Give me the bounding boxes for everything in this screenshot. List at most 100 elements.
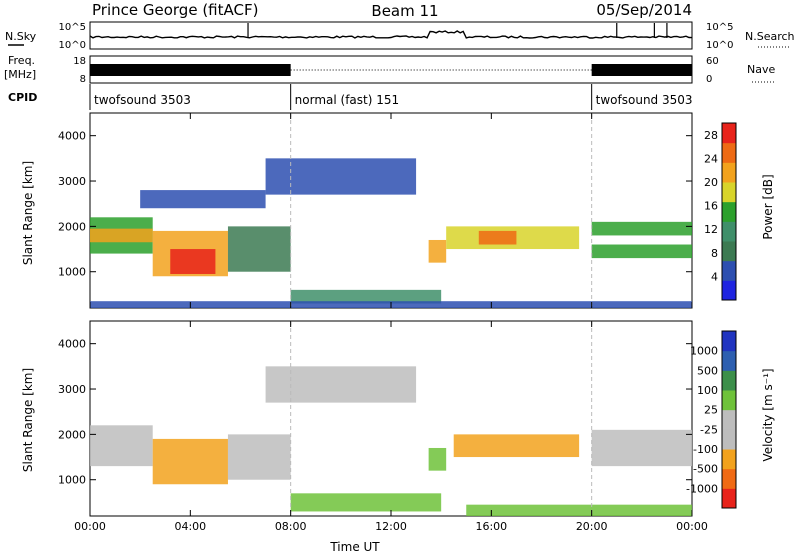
- x-tick-label: 08:00: [275, 520, 307, 533]
- colorbar-segment: [722, 488, 736, 509]
- heatmap-cell: [428, 239, 447, 263]
- colorbar-segment: [722, 182, 736, 203]
- colorbar-segment: [722, 162, 736, 183]
- colorbar-segment: [722, 123, 736, 144]
- colorbar-tick-label: 8: [711, 247, 718, 260]
- colorbar-segment: [722, 201, 736, 222]
- colorbar-segment: [722, 280, 736, 301]
- heatmap-cell: [170, 249, 216, 274]
- heatmap-cell: [227, 434, 291, 480]
- colorbar-segment: [722, 390, 736, 411]
- colorbar-tick-label: -500: [693, 463, 718, 476]
- y-tick-label: 2000: [58, 220, 86, 233]
- y-tick-label: 3000: [58, 175, 86, 188]
- colorbar-tick-label: -25: [700, 423, 718, 436]
- colorbar-frame: [721, 330, 737, 509]
- y-tick-label: 2000: [58, 428, 86, 441]
- heatmap-frame: [89, 320, 693, 517]
- x-tick-label: 20:00: [576, 520, 608, 533]
- y-tick-label: 4000: [58, 130, 86, 143]
- colorbar-segment: [722, 260, 736, 281]
- nsky-spikes: [247, 23, 668, 38]
- heatmap-cell: [290, 289, 442, 304]
- colorbar-tick-label: 20: [704, 176, 718, 189]
- heatmap-frame: [89, 112, 693, 309]
- x-tick-label: 00:00: [676, 520, 708, 533]
- nsearch-tick-bottom: 10^0: [706, 40, 733, 51]
- y-tick-label: 4000: [58, 338, 86, 351]
- colorbar-tick-label: 4: [711, 270, 718, 283]
- velocity-panel: 1000 2000 3000 4000 00:00 04:00 08:00 12:00 16:0…: [58, 320, 737, 533]
- nave-tick-bottom: 0: [706, 74, 712, 85]
- y-tick-label: 1000: [58, 266, 86, 279]
- heatmap-cell: [466, 504, 692, 516]
- freq-tick-top: 18: [73, 56, 86, 67]
- colorbar-tick-label: 12: [704, 223, 718, 236]
- power-colorbar-label: Power [dB]: [761, 174, 775, 239]
- colorbar-segment: [722, 331, 736, 352]
- heatmap-cell: [265, 158, 417, 195]
- colorbar-segment: [722, 370, 736, 391]
- freq-tick-bottom: 8: [80, 74, 86, 85]
- colorbar-tick-label: 25: [704, 404, 718, 417]
- heatmap-cell: [227, 226, 291, 272]
- freq-unit: [MHz]: [4, 68, 36, 81]
- velocity-y-axis-label: Slant Range [km]: [21, 368, 35, 472]
- heatmap-cell: [90, 425, 153, 467]
- colorbar-segment: [722, 142, 736, 163]
- colorbar-segment: [722, 429, 736, 450]
- colorbar-segment: [722, 350, 736, 371]
- freq-block: [90, 64, 291, 76]
- colorbar-tick-label: 500: [697, 364, 718, 377]
- nsearch-tick-top: 10^5: [706, 22, 733, 33]
- heatmap-cell: [290, 493, 442, 512]
- cpid-segments: twofsound 3503 normal (fast) 151 twofsound…: [89, 84, 693, 110]
- freq-blocks: [90, 64, 692, 76]
- velocity-colorbar-label: Velocity [m s⁻¹]: [761, 368, 775, 461]
- heatmap-cell: [591, 244, 692, 259]
- heatmap-cell: [140, 190, 266, 209]
- heatmap-cell: [265, 366, 417, 403]
- colorbar-segment: [722, 409, 736, 430]
- nsearch-label: N.Search: [745, 30, 795, 43]
- nsky-tick-bottom: 10^0: [59, 40, 86, 51]
- heatmap-cell: [152, 438, 228, 485]
- colorbar-tick-label: 16: [704, 200, 718, 213]
- nsky-panel-frame: [89, 21, 693, 50]
- freq-block: [591, 64, 692, 76]
- cpid-segment-label: normal (fast) 151: [295, 93, 399, 107]
- heatmap-cell: [90, 228, 153, 243]
- heatmap-cell: [453, 434, 580, 458]
- power-y-axis-label: Slant Range [km]: [21, 161, 35, 265]
- x-tick-label: 16:00: [475, 520, 507, 533]
- heatmap-cell: [591, 221, 692, 236]
- freq-label: Freq.: [8, 54, 35, 67]
- colorbar-segment: [722, 468, 736, 489]
- station-title: Prince George (fitACF): [92, 1, 258, 19]
- colorbar-tick-label: 28: [704, 129, 718, 142]
- nsky-tick-top: 10^5: [59, 22, 86, 33]
- nsky-trace: [89, 30, 693, 39]
- cpid-segment-label: twofsound 3503: [94, 93, 191, 107]
- heatmap-cell: [591, 429, 692, 467]
- x-tick-label: 04:00: [174, 520, 206, 533]
- colorbar-tick-label: -100: [693, 443, 718, 456]
- colorbar-frame: [721, 122, 737, 301]
- x-tick-label: 00:00: [74, 520, 106, 533]
- nsky-label: N.Sky: [5, 30, 37, 43]
- date-title: 05/Sep/2014: [596, 1, 692, 19]
- power-panel: 1000 2000 3000 4000 4 8 12 16 20 24 28: [58, 112, 737, 309]
- beam-title: Beam 11: [371, 2, 438, 20]
- cpid-label: CPID: [8, 91, 37, 104]
- nave-tick-top: 60: [706, 56, 719, 67]
- y-tick-label: 1000: [58, 474, 86, 487]
- colorbar-segment: [722, 221, 736, 242]
- heatmap-cell: [428, 447, 447, 471]
- heatmap-cell: [478, 230, 517, 245]
- y-tick-label: 3000: [58, 383, 86, 396]
- colorbar-segment: [722, 241, 736, 262]
- x-axis-label: Time UT: [329, 540, 380, 554]
- colorbar-tick-label: -1000: [686, 482, 718, 495]
